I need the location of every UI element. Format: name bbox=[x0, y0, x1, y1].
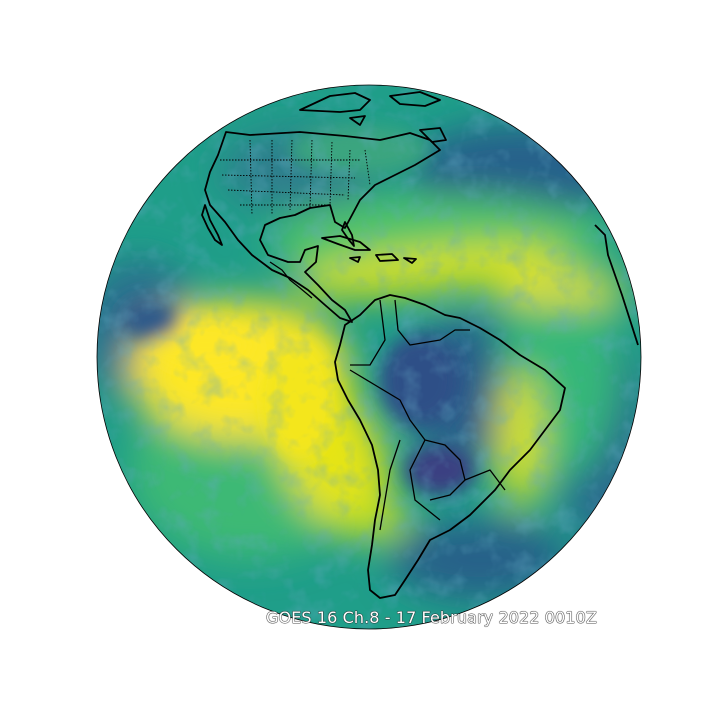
africa-coastline bbox=[594, 224, 639, 346]
coastlines-and-borders bbox=[201, 91, 639, 599]
water-vapor-imagery bbox=[97, 85, 641, 629]
figure-caption: GOES 16 Ch.8 - 17 February 2022 0010Z bbox=[266, 608, 597, 628]
country-borders-south-america bbox=[349, 299, 506, 531]
arctic-islands bbox=[299, 91, 447, 143]
florida bbox=[341, 221, 355, 247]
disk-edge bbox=[96, 84, 642, 630]
us-state-borders bbox=[220, 139, 371, 216]
north-america-coastline bbox=[204, 131, 441, 323]
baja-california bbox=[201, 204, 223, 246]
country-borders-central-america bbox=[269, 261, 313, 299]
south-america-coastline bbox=[334, 294, 566, 599]
antilles bbox=[349, 256, 417, 264]
hispaniola bbox=[375, 253, 399, 262]
cuba bbox=[321, 235, 371, 251]
